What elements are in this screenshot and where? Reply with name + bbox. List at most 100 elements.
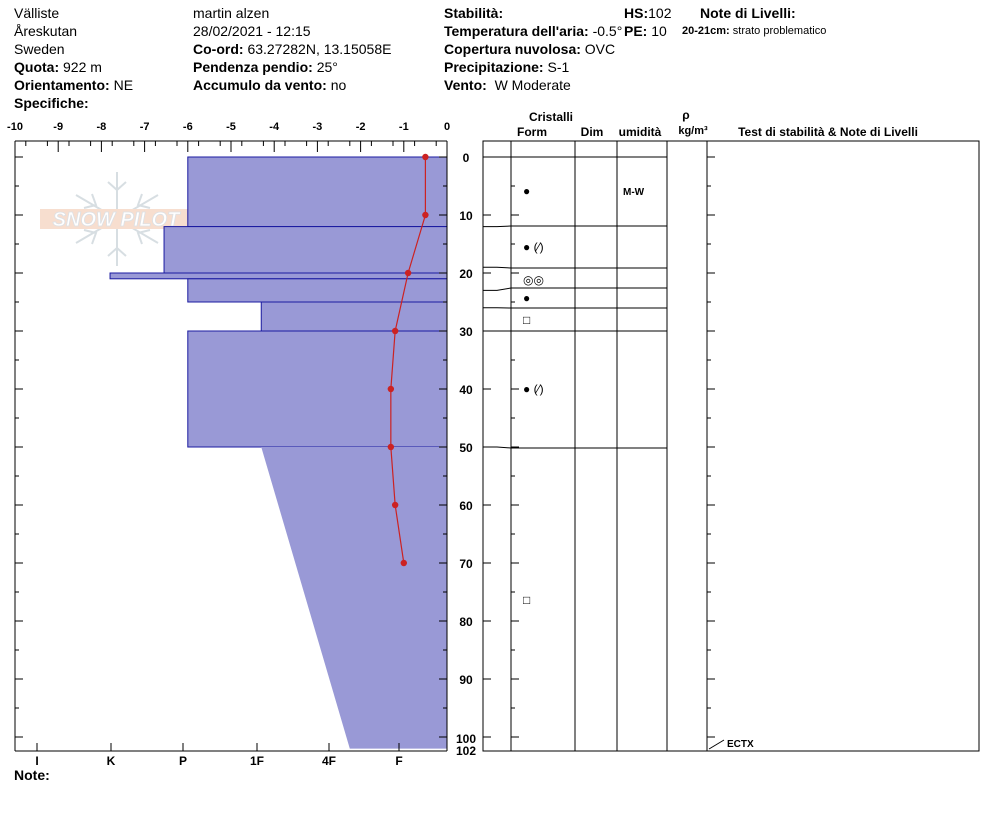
quota-value: 922 m bbox=[63, 59, 102, 75]
stability-label: Stabilità: bbox=[444, 5, 504, 21]
layer-note-depth: 20-21cm: bbox=[682, 25, 730, 37]
depth-tick-label: 90 bbox=[459, 673, 473, 687]
wind: Vento: W Moderate bbox=[444, 77, 571, 93]
grain-form-symbol: □ bbox=[523, 313, 530, 327]
temperature-point bbox=[391, 501, 399, 509]
temp-tick-label: -8 bbox=[97, 121, 107, 133]
layer-connector bbox=[483, 225, 512, 228]
air-temp-label: Temperatura dell'aria: bbox=[444, 23, 589, 39]
hardness-tick-label: F bbox=[395, 754, 402, 768]
temp-tick-label: -7 bbox=[140, 121, 150, 133]
hardness-wedge bbox=[261, 447, 447, 749]
temperature-profile bbox=[387, 153, 429, 567]
temp-tick-label: -3 bbox=[313, 121, 323, 133]
temperature-point bbox=[387, 385, 395, 393]
precip-value: S-1 bbox=[547, 59, 570, 75]
slope-label: Pendenza pendio: bbox=[193, 59, 313, 75]
logo: SNOW PILOT bbox=[40, 172, 192, 266]
observer: martin alzen bbox=[193, 5, 270, 21]
table-frame bbox=[482, 140, 980, 752]
depth-tick-label: 50 bbox=[459, 441, 473, 455]
stability-header: Test di stabilità & Note di Livelli bbox=[738, 125, 918, 139]
hs: HS:102 bbox=[624, 5, 671, 21]
wind-load-label: Accumulo da vento: bbox=[193, 77, 327, 93]
dim-header: Dim bbox=[581, 125, 604, 139]
logo-band bbox=[40, 209, 192, 229]
wind-label: Vento: bbox=[444, 77, 487, 93]
depth-tick-label: 70 bbox=[459, 557, 473, 571]
quota: Quota: 922 m bbox=[14, 59, 102, 75]
note-label: Note: bbox=[14, 767, 50, 783]
coord-label: Co-ord: bbox=[193, 41, 244, 57]
depth-tick-label: 10 bbox=[459, 209, 473, 223]
hardness-layer bbox=[187, 156, 448, 228]
temp-tick-label: -9 bbox=[53, 121, 63, 133]
temp-tick-label: -2 bbox=[356, 121, 366, 133]
logo-text: SNOW PILOT bbox=[53, 209, 181, 231]
hardness-layers bbox=[109, 156, 448, 749]
depth-tick-label: 30 bbox=[459, 325, 473, 339]
layer-note: 20-21cm: strato problematico bbox=[682, 25, 826, 37]
hardness-tick-label: P bbox=[179, 754, 187, 768]
precipitation: Precipitazione: S-1 bbox=[444, 59, 569, 75]
air-temp: Temperatura dell'aria: -0.5° bbox=[444, 23, 622, 39]
datetime: 28/02/2021 - 12:15 bbox=[193, 23, 311, 39]
temperature-point bbox=[404, 269, 412, 277]
depth-tick-label: 40 bbox=[459, 383, 473, 397]
grain-form-symbol: □ bbox=[523, 593, 530, 607]
cloud-label: Copertura nuvolosa: bbox=[444, 41, 581, 57]
layer-notes-title: Note di Livelli: bbox=[700, 5, 796, 21]
grain-form-symbol: ● (⁄) bbox=[523, 240, 544, 254]
hardness-tick-label: I bbox=[35, 754, 38, 768]
temp-tick-label: -4 bbox=[269, 121, 280, 133]
temperature-point bbox=[422, 211, 429, 219]
temp-tick-label: -5 bbox=[226, 121, 236, 133]
grain-form-symbol: ◎◎ bbox=[523, 273, 544, 287]
hardness-tick-label: K bbox=[107, 754, 116, 768]
grain-form-symbol: ● bbox=[523, 291, 530, 305]
pe: PE: 10 bbox=[624, 23, 667, 39]
form-header: Form bbox=[517, 125, 547, 139]
hardness-layer bbox=[260, 301, 448, 332]
hs-value: 102 bbox=[648, 5, 672, 21]
temp-tick-label: -1 bbox=[399, 121, 409, 133]
hardness-layer bbox=[187, 330, 448, 448]
cloud-value: OVC bbox=[584, 41, 616, 57]
pe-value: 10 bbox=[651, 23, 667, 39]
layer-note-text: strato problematico bbox=[732, 25, 827, 37]
aspect-label: Orientamento: bbox=[14, 77, 110, 93]
pe-label: PE: bbox=[624, 23, 648, 39]
coordinates: Co-ord: 63.27282N, 13.15058E bbox=[193, 41, 391, 57]
coord-value: 63.27282N, 13.15058E bbox=[247, 41, 392, 57]
precip-label: Precipitazione: bbox=[444, 59, 544, 75]
depth-tick-label: 80 bbox=[459, 615, 473, 629]
grain-form-symbol: ● bbox=[523, 184, 530, 198]
temperature-point bbox=[422, 153, 429, 161]
rho-unit-header: kg/m³ bbox=[678, 125, 708, 137]
hs-label: HS: bbox=[624, 5, 649, 21]
location: Välliste bbox=[14, 5, 60, 21]
depth-tick-label: 100 bbox=[456, 732, 476, 746]
temperature-point bbox=[391, 327, 399, 335]
slope: Pendenza pendio: 25° bbox=[193, 59, 338, 75]
layer-connector bbox=[483, 266, 512, 269]
hardness-layer bbox=[109, 272, 448, 280]
depth-tick-label: 60 bbox=[459, 499, 473, 513]
specifics-label: Specifiche: bbox=[14, 95, 89, 111]
temperature-point bbox=[387, 443, 395, 451]
area: Åreskutan bbox=[14, 23, 78, 39]
stability-test-label: ECTX bbox=[727, 739, 754, 750]
depth-tick-label: 0 bbox=[463, 151, 470, 165]
hardness-layer bbox=[163, 226, 448, 274]
hardness-layer bbox=[187, 278, 448, 303]
temperature-point bbox=[400, 559, 407, 567]
air-temp-value: -0.5° bbox=[592, 23, 623, 39]
aspect-value: NE bbox=[113, 77, 134, 93]
wind-value: W Moderate bbox=[494, 77, 571, 93]
temp-tick-label: -10 bbox=[7, 121, 23, 133]
stability-test-pointer bbox=[708, 739, 725, 750]
layer-connector bbox=[483, 287, 512, 291]
depth-tick-label: 102 bbox=[456, 744, 476, 758]
